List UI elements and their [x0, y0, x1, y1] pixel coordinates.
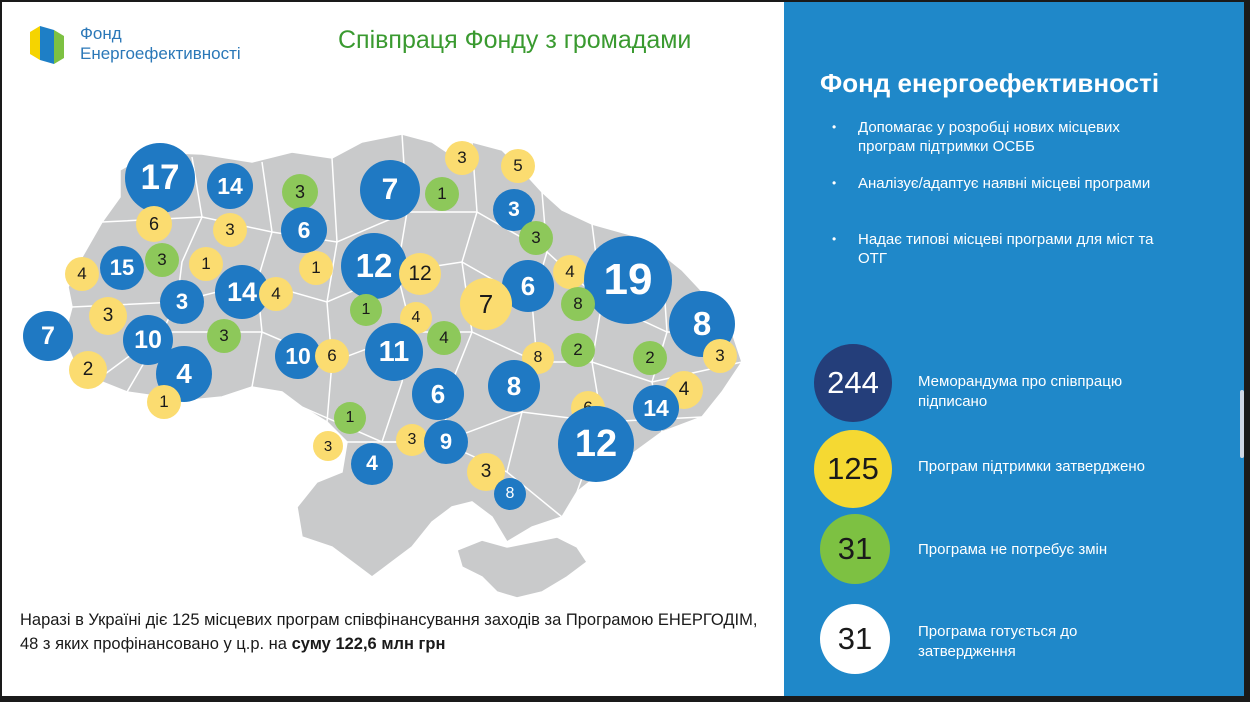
bullet-dot-icon: • [832, 120, 837, 134]
map-bubble: 4 [65, 257, 99, 291]
map-bubble: 3 [445, 141, 479, 175]
map-bubble: 3 [703, 339, 737, 373]
map-bubble: 12 [558, 406, 634, 482]
map-bubble: 3 [207, 319, 241, 353]
bullet-dot-icon: • [832, 232, 837, 246]
map-bubble: 6 [412, 368, 464, 420]
map-bubble: 15 [100, 246, 144, 290]
bullet-text: Аналізує/адаптує наявні місцеві програми [858, 175, 1151, 192]
map-bubble: 7 [360, 160, 420, 220]
map-bubble: 17 [125, 143, 195, 213]
fund-logo-text: Фонд Енергоефективності [80, 24, 241, 64]
map-bubble: 1 [334, 402, 366, 434]
bullet-item: • Допомагає у розробці нових місцевих пр… [832, 118, 1162, 156]
map-bubble: 8 [561, 287, 595, 321]
map-bubble: 3 [519, 221, 553, 255]
summary-text-amount: суму 122,6 млн грн [291, 635, 446, 653]
map-bubble: 3 [313, 431, 343, 461]
map-bubble: 12 [399, 253, 441, 295]
bullet-text: Допомагає у розробці нових місцевих прог… [858, 119, 1120, 155]
map-bubble: 2 [561, 333, 595, 367]
map-bubble: 5 [501, 149, 535, 183]
logo-line-2: Енергоефективності [80, 44, 241, 63]
stat-programs-circle: 125 [814, 430, 892, 508]
map-bubble: 4 [351, 443, 393, 485]
map-bubble: 1 [147, 385, 181, 419]
map-bubble: 11 [365, 323, 423, 381]
map-bubble: 4 [259, 277, 293, 311]
stat-memoranda-label: Меморандума про співпрацю підписано [918, 373, 1123, 410]
stat-programs-label: Програм підтримки затверджено [918, 458, 1145, 475]
scrollbar[interactable] [1240, 390, 1244, 458]
map-bubble: 8 [488, 360, 540, 412]
panel-title: Фонд енергоефективності [820, 68, 1160, 98]
map-bubble: 7 [460, 278, 512, 330]
map-bubble: 6 [315, 339, 349, 373]
stat-pending-circle: 31 [820, 604, 890, 674]
map-bubble: 3 [160, 280, 204, 324]
map-bubble: 3 [89, 297, 127, 335]
bullet-dot-icon: • [832, 176, 837, 190]
map-bubble: 12 [341, 233, 407, 299]
map-bubble: 9 [424, 420, 468, 464]
map-bubble: 1 [350, 294, 382, 326]
map-bubble: 4 [400, 302, 432, 334]
map-bubble: 8 [522, 342, 554, 374]
stat-memoranda-circle: 244 [814, 344, 892, 422]
stat-no-changes-label: Програма не потребує змін [918, 541, 1108, 558]
stat-pending-label: Програма готується до затвердження [918, 623, 1078, 660]
bullet-item: • Аналізує/адаптує наявні місцеві програ… [832, 174, 1162, 193]
bullet-text: Надає типові місцеві програми для міст т… [858, 231, 1154, 267]
map-bubble: 7 [23, 311, 73, 361]
map-bubble: 2 [633, 341, 667, 375]
map-bubble: 19 [584, 236, 672, 324]
info-panel: Фонд енергоефективності • Допомагає у ро… [784, 2, 1244, 696]
map-bubble: 1 [425, 177, 459, 211]
bullet-item: • Надає типові місцеві програми для міст… [832, 230, 1162, 268]
map-bubble: 14 [207, 163, 253, 209]
map-bubble: 8 [494, 478, 526, 510]
map-bubble: 4 [553, 255, 587, 289]
map-bubble: 2 [69, 351, 107, 389]
page-title: Співпраця Фонду з громадами [338, 26, 692, 54]
crimea-shape [456, 536, 589, 599]
summary-text: Наразі в Україні діє 125 місцевих програ… [20, 608, 780, 656]
stat-no-changes-circle: 31 [820, 514, 890, 584]
map-bubble: 3 [396, 424, 428, 456]
map-bubble: 3 [493, 189, 535, 231]
map-bubble: 3 [213, 213, 247, 247]
map-bubble: 3 [282, 174, 318, 210]
fund-logo-icon [30, 26, 64, 64]
map-bubble: 3 [145, 243, 179, 277]
map-bubble: 14 [633, 385, 679, 431]
map-bubble: 6 [136, 206, 172, 242]
logo-line-1: Фонд [80, 24, 122, 43]
map-bubble: 10 [275, 333, 321, 379]
map-bubble: 6 [281, 207, 327, 253]
summary-text-main: Наразі в Україні діє 125 місцевих програ… [20, 611, 758, 653]
map-bubble: 1 [189, 247, 223, 281]
map-bubble: 4 [427, 321, 461, 355]
map-bubble: 1 [299, 251, 333, 285]
